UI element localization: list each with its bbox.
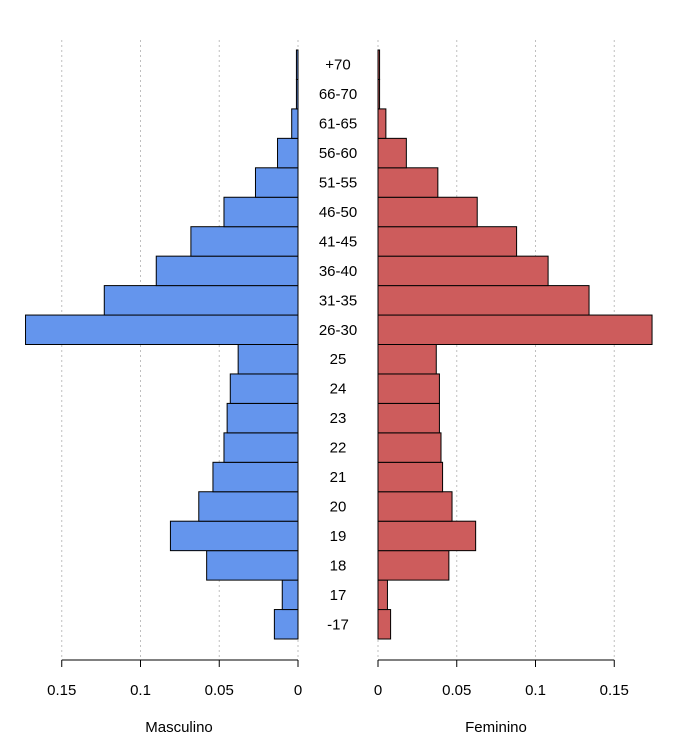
x-tick-label-left: 0: [294, 682, 302, 699]
bar-feminino: [377, 609, 392, 640]
feminino-bars: [377, 49, 653, 640]
x-tick-label-left: 0.1: [130, 682, 151, 699]
bar-feminino: [377, 285, 590, 316]
bar-masculino: [281, 579, 299, 611]
bar-feminino: [377, 491, 453, 522]
age-group-label: 36-40: [319, 263, 357, 280]
x-tick-label-left: 0.05: [205, 682, 234, 699]
bar-feminino: [377, 255, 549, 287]
bar-feminino: [377, 550, 450, 581]
bar-masculino: [295, 49, 299, 80]
bar-masculino: [155, 255, 299, 287]
masculino-x-axis: 0 0.05 0.1 0.15: [47, 659, 302, 699]
age-group-label: 51-55: [319, 175, 357, 192]
bar-masculino: [277, 137, 299, 169]
bar-feminino: [377, 344, 437, 375]
bar-feminino: [377, 402, 440, 434]
bar-masculino: [206, 550, 299, 581]
bar-feminino: [377, 108, 387, 139]
bar-feminino: [377, 78, 381, 110]
age-group-label: 56-60: [319, 145, 357, 162]
bar-masculino: [25, 314, 299, 345]
x-tick-label-right: 0.1: [525, 682, 546, 699]
bar-masculino: [103, 285, 299, 316]
bar-masculino: [295, 78, 299, 110]
feminino-axis-title: Feminino: [465, 719, 527, 736]
bar-feminino: [377, 137, 407, 169]
bar-masculino: [223, 432, 299, 463]
age-group-label: -17: [327, 616, 349, 633]
age-group-label: 22: [330, 440, 347, 457]
age-group-label: 46-50: [319, 204, 357, 221]
bar-masculino: [223, 196, 299, 228]
bar-feminino: [377, 520, 477, 552]
bar-feminino: [377, 461, 444, 493]
bar-feminino: [377, 373, 440, 404]
age-group-label: 61-65: [319, 116, 357, 133]
bar-masculino: [198, 491, 299, 522]
bar-masculino: [273, 609, 299, 640]
age-group-label: 24: [330, 381, 347, 398]
age-group-label: 20: [330, 498, 347, 515]
age-group-labels: -17 17 18 19 20 21 22 23 24 25 26-30 31-35 36-40 41-4…: [319, 57, 357, 634]
age-group-label: 25: [330, 351, 347, 368]
age-group-label: 26-30: [319, 322, 357, 339]
bar-masculino: [229, 373, 299, 404]
bar-masculino: [169, 520, 299, 552]
bar-feminino: [377, 49, 381, 80]
masculino-axis-title: Masculino: [145, 719, 213, 736]
x-tick-label-left: 0.15: [47, 682, 76, 699]
bar-masculino: [226, 402, 299, 434]
bar-feminino: [377, 314, 653, 345]
feminino-x-axis: 0 0.05 0.1 0.15: [374, 659, 629, 699]
age-group-label: 23: [330, 410, 347, 427]
x-tick-label-right: 0.15: [600, 682, 629, 699]
bar-feminino: [377, 167, 439, 198]
age-group-label: 41-45: [319, 233, 357, 250]
x-tick-label-right: 0.05: [442, 682, 471, 699]
age-group-label: +70: [325, 57, 350, 74]
bar-masculino: [237, 344, 299, 375]
age-group-label: 17: [330, 587, 347, 604]
age-group-label: 19: [330, 528, 347, 545]
age-group-label: 21: [330, 469, 347, 486]
age-group-label: 18: [330, 557, 347, 574]
bar-masculino: [212, 461, 299, 493]
age-group-label: 31-35: [319, 292, 357, 309]
age-group-label: 66-70: [319, 86, 357, 103]
bar-masculino: [190, 226, 299, 257]
bar-masculino: [254, 167, 299, 198]
masculino-bars: [25, 49, 299, 640]
bar-feminino: [377, 579, 388, 611]
bar-feminino: [377, 432, 442, 463]
bar-feminino: [377, 196, 478, 228]
bar-masculino: [291, 108, 299, 139]
x-tick-label-right: 0: [374, 682, 382, 699]
bar-feminino: [377, 226, 518, 257]
